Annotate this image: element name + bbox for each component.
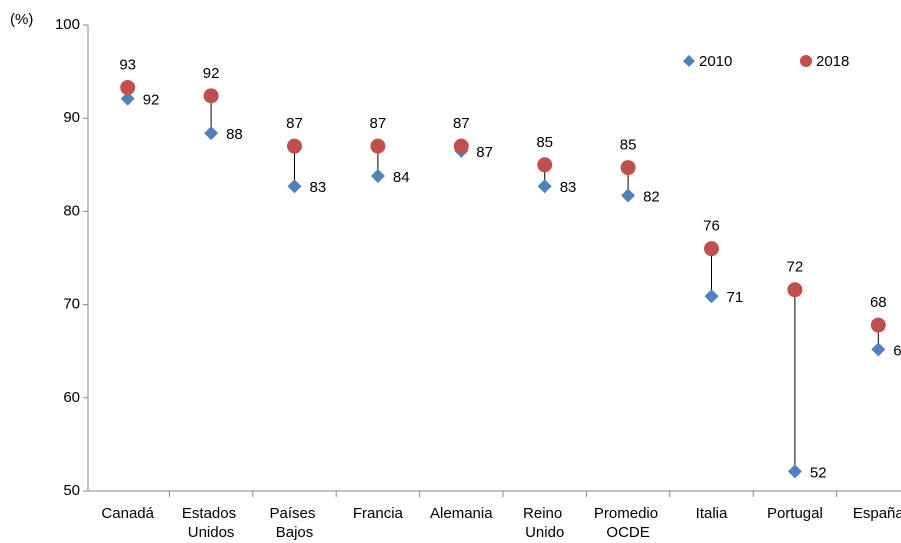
x-tick-label-line: Unido (525, 524, 564, 541)
circle-marker (870, 317, 886, 333)
data-label: 72 (787, 259, 804, 276)
data-label: 65 (893, 342, 901, 359)
x-tick-label: Países Bajos (269, 505, 319, 541)
y-tick-label: 70 (63, 296, 80, 313)
data-label: 87 (286, 115, 303, 132)
x-tick-label: Francia (353, 505, 404, 522)
y-tick-label: 100 (55, 16, 80, 33)
x-tick-label-line: Países (269, 505, 319, 522)
data-label: 68 (870, 294, 887, 311)
x-tick-label-line: Promedio (594, 505, 662, 522)
x-tick-label-line: OCDE (606, 524, 649, 541)
y-tick-label: 80 (63, 202, 80, 219)
data-label: 71 (727, 289, 744, 306)
data-label: 93 (119, 56, 136, 73)
data-label: 84 (393, 169, 410, 186)
x-tick-label: Italia (696, 505, 728, 522)
diamond-marker (537, 179, 552, 194)
y-tick-label: 60 (63, 389, 80, 406)
data-label: 87 (370, 115, 387, 132)
diamond-marker (120, 91, 135, 106)
circle-marker (537, 157, 553, 173)
diamond-marker (704, 289, 719, 304)
diamond-marker (287, 179, 302, 194)
x-tick-label: España (853, 505, 901, 522)
x-tick-label-line: Unidos (188, 524, 235, 541)
data-label: 82 (643, 189, 660, 206)
y-axis-label: (%) (10, 11, 33, 28)
diamond-marker (787, 464, 802, 479)
legend-label: 2010 (699, 53, 732, 70)
x-tick-label: Promedio OCDE (594, 505, 662, 541)
y-tick-label: 50 (63, 482, 80, 499)
diamond-marker (871, 342, 886, 357)
data-label: 92 (143, 92, 160, 109)
circle-marker (120, 79, 136, 95)
data-label: 85 (536, 134, 553, 151)
circle-marker (287, 138, 302, 154)
x-tick-label-line: Bajos (276, 524, 314, 541)
legend-marker (800, 55, 812, 67)
x-tick-label-line: Estados (182, 505, 240, 522)
legend-label: 2018 (816, 53, 849, 70)
diamond-marker (370, 168, 385, 183)
x-tick-label: Portugal (767, 505, 823, 522)
data-label: 83 (310, 179, 327, 196)
data-label: 92 (203, 65, 220, 82)
circle-marker (787, 282, 803, 298)
x-tick-label: Estados Unidos (182, 505, 240, 541)
y-tick-label: 90 (63, 109, 80, 126)
data-label: 76 (703, 218, 720, 235)
x-tick-label: Alemania (430, 505, 493, 522)
circle-marker (453, 138, 469, 154)
data-label: 83 (560, 179, 577, 196)
data-label: 87 (476, 144, 493, 161)
circle-marker (203, 88, 219, 104)
circle-marker (370, 138, 386, 154)
legend-marker (683, 55, 695, 67)
data-label: 52 (810, 464, 827, 481)
circle-marker (620, 160, 636, 176)
data-label: 87 (453, 115, 470, 132)
x-tick-label: Reino Unido (523, 505, 566, 541)
diamond-marker (204, 126, 219, 141)
data-label: 85 (620, 137, 637, 154)
x-tick-label-line: Reino (523, 505, 566, 522)
x-tick-label: Canadá (101, 505, 154, 522)
diamond-marker (621, 188, 636, 203)
data-label: 88 (226, 126, 243, 143)
circle-marker (704, 241, 719, 257)
